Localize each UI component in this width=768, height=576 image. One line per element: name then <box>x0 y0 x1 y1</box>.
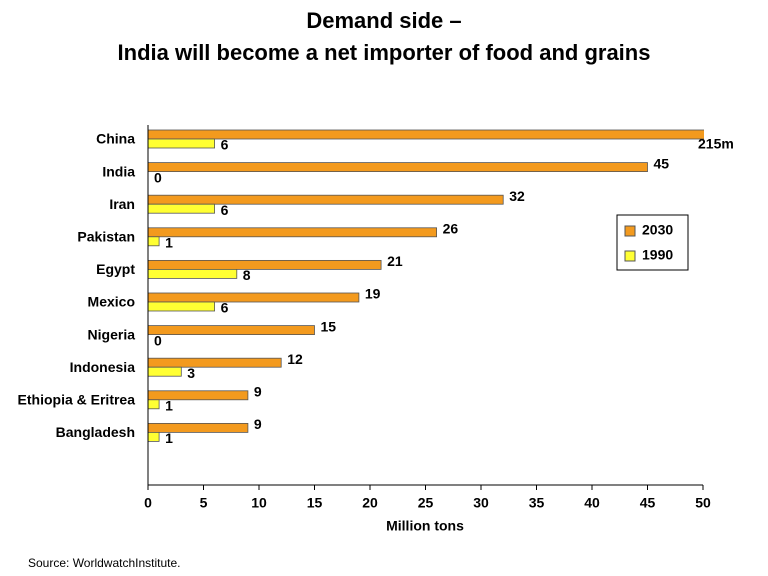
x-tick-label: 40 <box>584 495 600 511</box>
bar <box>148 227 438 238</box>
y-tick-label: China <box>96 131 135 147</box>
data-label: 1 <box>165 398 173 414</box>
x-tick-label: 10 <box>251 495 267 511</box>
bar <box>148 422 249 433</box>
y-tick-label: Ethiopia & Eritrea <box>18 392 136 408</box>
data-label: 19 <box>365 286 381 302</box>
bar <box>148 390 249 401</box>
bar <box>148 259 382 270</box>
y-tick-label: Mexico <box>88 294 135 310</box>
data-label: 6 <box>221 202 229 218</box>
bar <box>148 399 160 410</box>
data-label: 6 <box>221 300 229 316</box>
x-tick-label: 5 <box>200 495 208 511</box>
y-tick-label: Egypt <box>96 261 135 277</box>
bar <box>148 236 160 247</box>
x-axis-label: Million tons <box>386 518 464 534</box>
data-label: 9 <box>254 416 262 432</box>
x-tick-label: 20 <box>362 495 378 511</box>
data-label: 1 <box>165 235 173 251</box>
x-tick-label: 25 <box>418 495 434 511</box>
x-tick-label: 0 <box>144 495 152 511</box>
data-label: 15 <box>321 318 337 334</box>
data-label: 32 <box>509 188 525 204</box>
chart-title: Demand side – <box>306 8 461 33</box>
legend-label: 1990 <box>642 247 673 263</box>
x-tick-label: 45 <box>640 495 656 511</box>
bar <box>148 194 504 205</box>
y-tick-label: Nigeria <box>88 326 136 342</box>
x-tick-label: 30 <box>473 495 489 511</box>
data-label: 45 <box>654 155 670 171</box>
plot-area <box>148 129 704 442</box>
bar <box>148 138 215 149</box>
x-tick-label: 35 <box>529 495 545 511</box>
legend-swatch <box>624 250 636 262</box>
data-label: 1 <box>165 430 173 446</box>
source: Source: WorldwatchInstitute. <box>28 556 181 570</box>
legend-label: 2030 <box>642 222 673 238</box>
data-label: 6 <box>221 137 229 153</box>
bar <box>148 431 160 442</box>
data-label: 12 <box>287 351 303 367</box>
y-tick-label: Iran <box>109 196 135 212</box>
legend-swatch <box>624 225 636 237</box>
y-tick-label: India <box>102 163 135 179</box>
y-tick-label: Bangladesh <box>56 424 135 440</box>
bar <box>148 129 704 140</box>
data-label: 21 <box>387 253 403 269</box>
y-tick-label: Indonesia <box>70 359 136 375</box>
bar <box>148 162 648 173</box>
y-tick-label: Pakistan <box>77 229 135 245</box>
bar <box>148 268 238 279</box>
x-tick-label: 15 <box>307 495 323 511</box>
x-tick-label: 50 <box>695 495 711 511</box>
data-label: 9 <box>254 384 262 400</box>
data-label: 3 <box>187 365 195 381</box>
bar <box>148 357 282 368</box>
data-label: 0 <box>154 332 162 348</box>
bar <box>148 301 215 312</box>
data-label: 8 <box>243 267 251 283</box>
bar <box>148 325 315 336</box>
legend <box>616 214 689 271</box>
bar <box>148 203 215 214</box>
data-label: 26 <box>443 221 459 237</box>
bar <box>148 292 360 303</box>
data-label: 215m <box>698 136 734 152</box>
chart-title: India will become a net importer of food… <box>118 40 651 65</box>
data-label: 0 <box>154 169 162 185</box>
bar <box>148 366 182 377</box>
